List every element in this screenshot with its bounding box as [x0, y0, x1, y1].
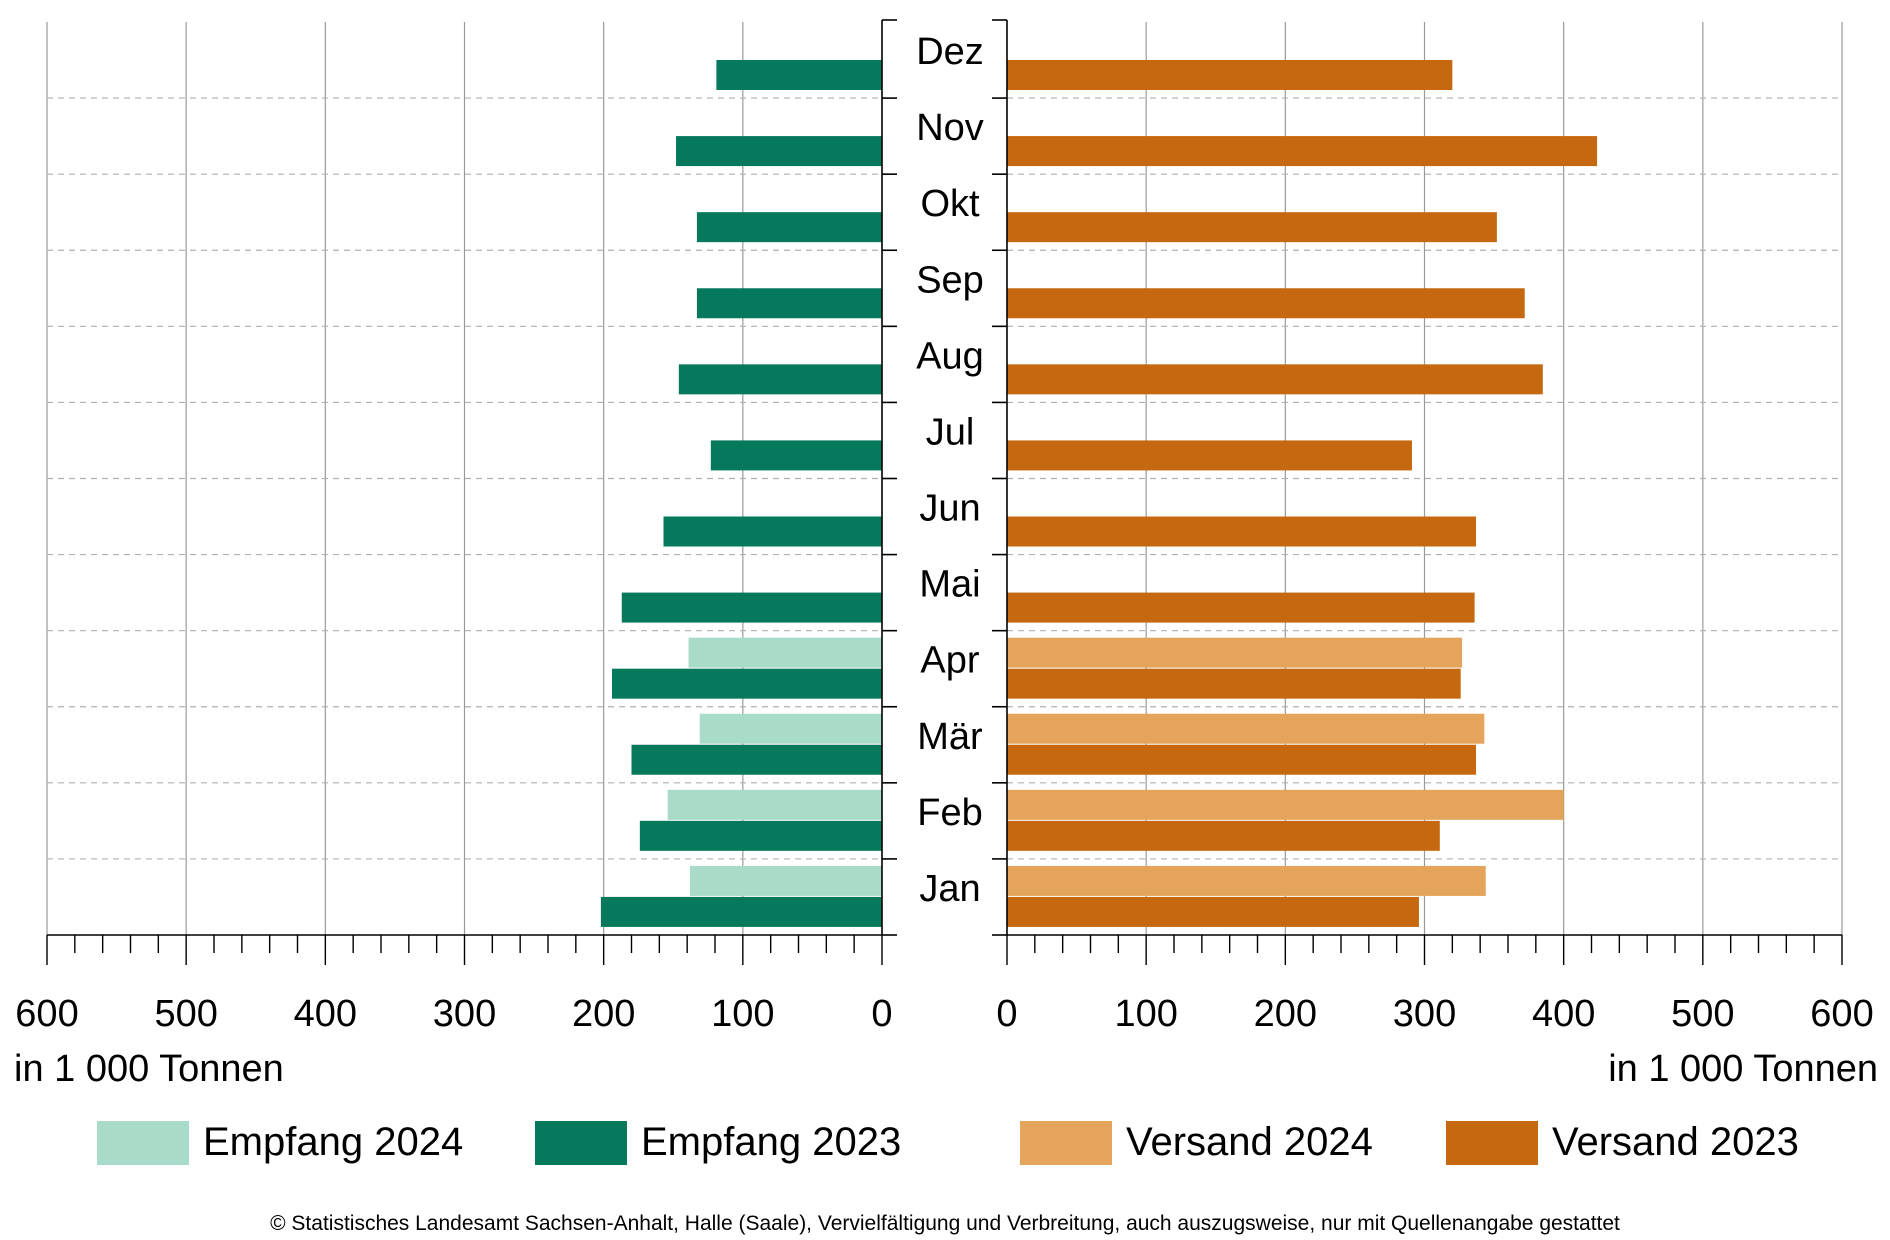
- bar-right-2024-Feb: [1007, 789, 1564, 820]
- category-label-Mai: Mai: [919, 564, 980, 606]
- bar-right-2023-Jul: [1007, 440, 1412, 471]
- legend-item-empfang-2024: Empfang 2024: [97, 1120, 463, 1165]
- category-label-Mär: Mär: [917, 716, 983, 758]
- x-tick-label-right: 300: [1393, 993, 1456, 1035]
- x-axis-unit-right: in 1 000 Tonnen: [1608, 1048, 1878, 1090]
- legend-label-versand-2023: Versand 2023: [1552, 1120, 1799, 1164]
- category-label-Okt: Okt: [920, 183, 980, 225]
- bar-left-2023-Aug: [678, 364, 882, 395]
- bar-left-2024-Mär: [699, 713, 882, 744]
- bar-right-2023-Nov: [1007, 136, 1598, 167]
- legend-label-versand-2024: Versand 2024: [1126, 1120, 1373, 1164]
- x-tick-label-right: 500: [1671, 993, 1734, 1035]
- legend-label-empfang-2024: Empfang 2024: [203, 1120, 464, 1164]
- category-label-Jan: Jan: [919, 868, 980, 910]
- x-tick-label-left: 100: [711, 993, 774, 1035]
- bar-right-2023-Dez: [1007, 60, 1453, 90]
- bar-right-2024-Mär: [1007, 713, 1485, 744]
- category-label-Nov: Nov: [916, 107, 984, 149]
- bar-left-2023-Dez: [716, 60, 882, 90]
- category-label-Sep: Sep: [916, 259, 984, 301]
- x-axis-unit-left: in 1 000 Tonnen: [14, 1048, 284, 1090]
- bar-left-2023-Feb: [639, 820, 882, 851]
- category-label-Jun: Jun: [919, 488, 980, 530]
- x-tick-label-right: 100: [1114, 993, 1177, 1035]
- bar-left-2023-Jul: [710, 440, 882, 471]
- category-label-Apr: Apr: [920, 640, 979, 682]
- bar-right-2024-Jan: [1007, 865, 1486, 896]
- bar-left-2024-Apr: [688, 637, 882, 668]
- legend-item-empfang-2023: Empfang 2023: [535, 1120, 901, 1165]
- legend-item-versand-2023: Versand 2023: [1446, 1120, 1799, 1165]
- bar-right-2023-Jun: [1007, 516, 1476, 547]
- bar-right-2023-Feb: [1007, 820, 1440, 851]
- bar-left-2023-Sep: [696, 288, 882, 319]
- copyright-note: © Statistisches Landesamt Sachsen-Anhalt…: [270, 1212, 1620, 1235]
- bar-right-2023-Apr: [1007, 668, 1461, 699]
- legend-swatch-empfang-2024: [97, 1120, 189, 1165]
- legend-label-empfang-2023: Empfang 2023: [641, 1120, 902, 1164]
- x-tick-label-left: 400: [294, 993, 357, 1035]
- bar-left-2023-Mär: [631, 744, 882, 775]
- bar-right-2023-Sep: [1007, 288, 1525, 319]
- bar-right-2024-Apr: [1007, 637, 1463, 668]
- category-label-Dez: Dez: [916, 31, 984, 73]
- category-label-Aug: Aug: [916, 335, 984, 377]
- x-tick-label-right: 0: [996, 993, 1017, 1035]
- legend-swatch-versand-2023: [1446, 1120, 1538, 1165]
- legend-item-versand-2024: Versand 2024: [1020, 1120, 1373, 1165]
- bar-right-2023-Okt: [1007, 212, 1497, 243]
- x-tick-label-left: 500: [154, 993, 217, 1035]
- bar-right-2023-Aug: [1007, 364, 1543, 395]
- bar-left-2023-Nov: [676, 136, 882, 167]
- x-tick-label-left: 200: [572, 993, 635, 1035]
- bar-left-2023-Jun: [663, 516, 882, 547]
- x-tick-label-right: 400: [1532, 993, 1595, 1035]
- category-label-Feb: Feb: [917, 792, 982, 834]
- x-tick-label-left: 0: [871, 993, 892, 1035]
- legend-swatch-versand-2024: [1020, 1120, 1112, 1165]
- bar-right-2023-Mai: [1007, 592, 1475, 623]
- x-tick-label-right: 600: [1810, 993, 1873, 1035]
- legend-swatch-empfang-2023: [535, 1120, 627, 1165]
- bar-left-2023-Okt: [696, 212, 882, 243]
- bar-right-2023-Mär: [1007, 744, 1476, 775]
- bar-left-2024-Jan: [689, 865, 882, 896]
- bar-left-2023-Mai: [621, 592, 882, 623]
- x-tick-label-left: 300: [433, 993, 496, 1035]
- bar-right-2023-Jan: [1007, 896, 1419, 927]
- bar-left-2023-Apr: [612, 668, 882, 699]
- x-tick-label-right: 200: [1254, 993, 1317, 1035]
- bar-left-2024-Feb: [667, 789, 882, 820]
- category-label-Jul: Jul: [926, 411, 975, 453]
- bar-left-2023-Jan: [600, 896, 882, 927]
- x-tick-label-left: 600: [15, 993, 78, 1035]
